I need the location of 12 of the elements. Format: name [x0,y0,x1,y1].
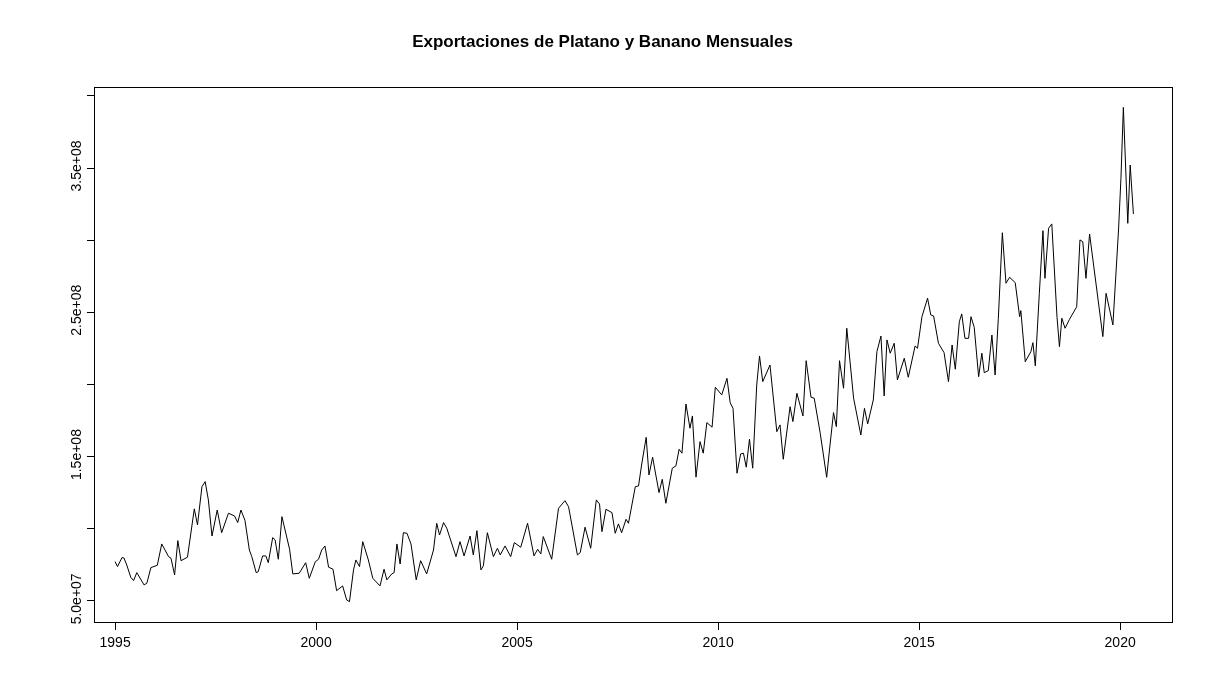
x-tick-label: 2005 [501,633,533,650]
x-tick-label: 1995 [99,633,131,650]
y-tick-label: 1.5e+08 [68,428,85,481]
y-tick-label: 5.0e+07 [68,573,85,625]
x-tick-label: 2010 [702,633,734,650]
x-tick-label: 2000 [300,633,332,650]
line-series [114,106,1134,603]
y-tick-label: 3.5e+08 [68,140,85,192]
x-tick-label: 2015 [903,633,935,650]
chart-title: Exportaciones de Platano y Banano Mensuales [412,31,793,51]
x-tick-label: 2020 [1104,633,1136,650]
y-tick-label: 2.5e+08 [68,284,85,336]
